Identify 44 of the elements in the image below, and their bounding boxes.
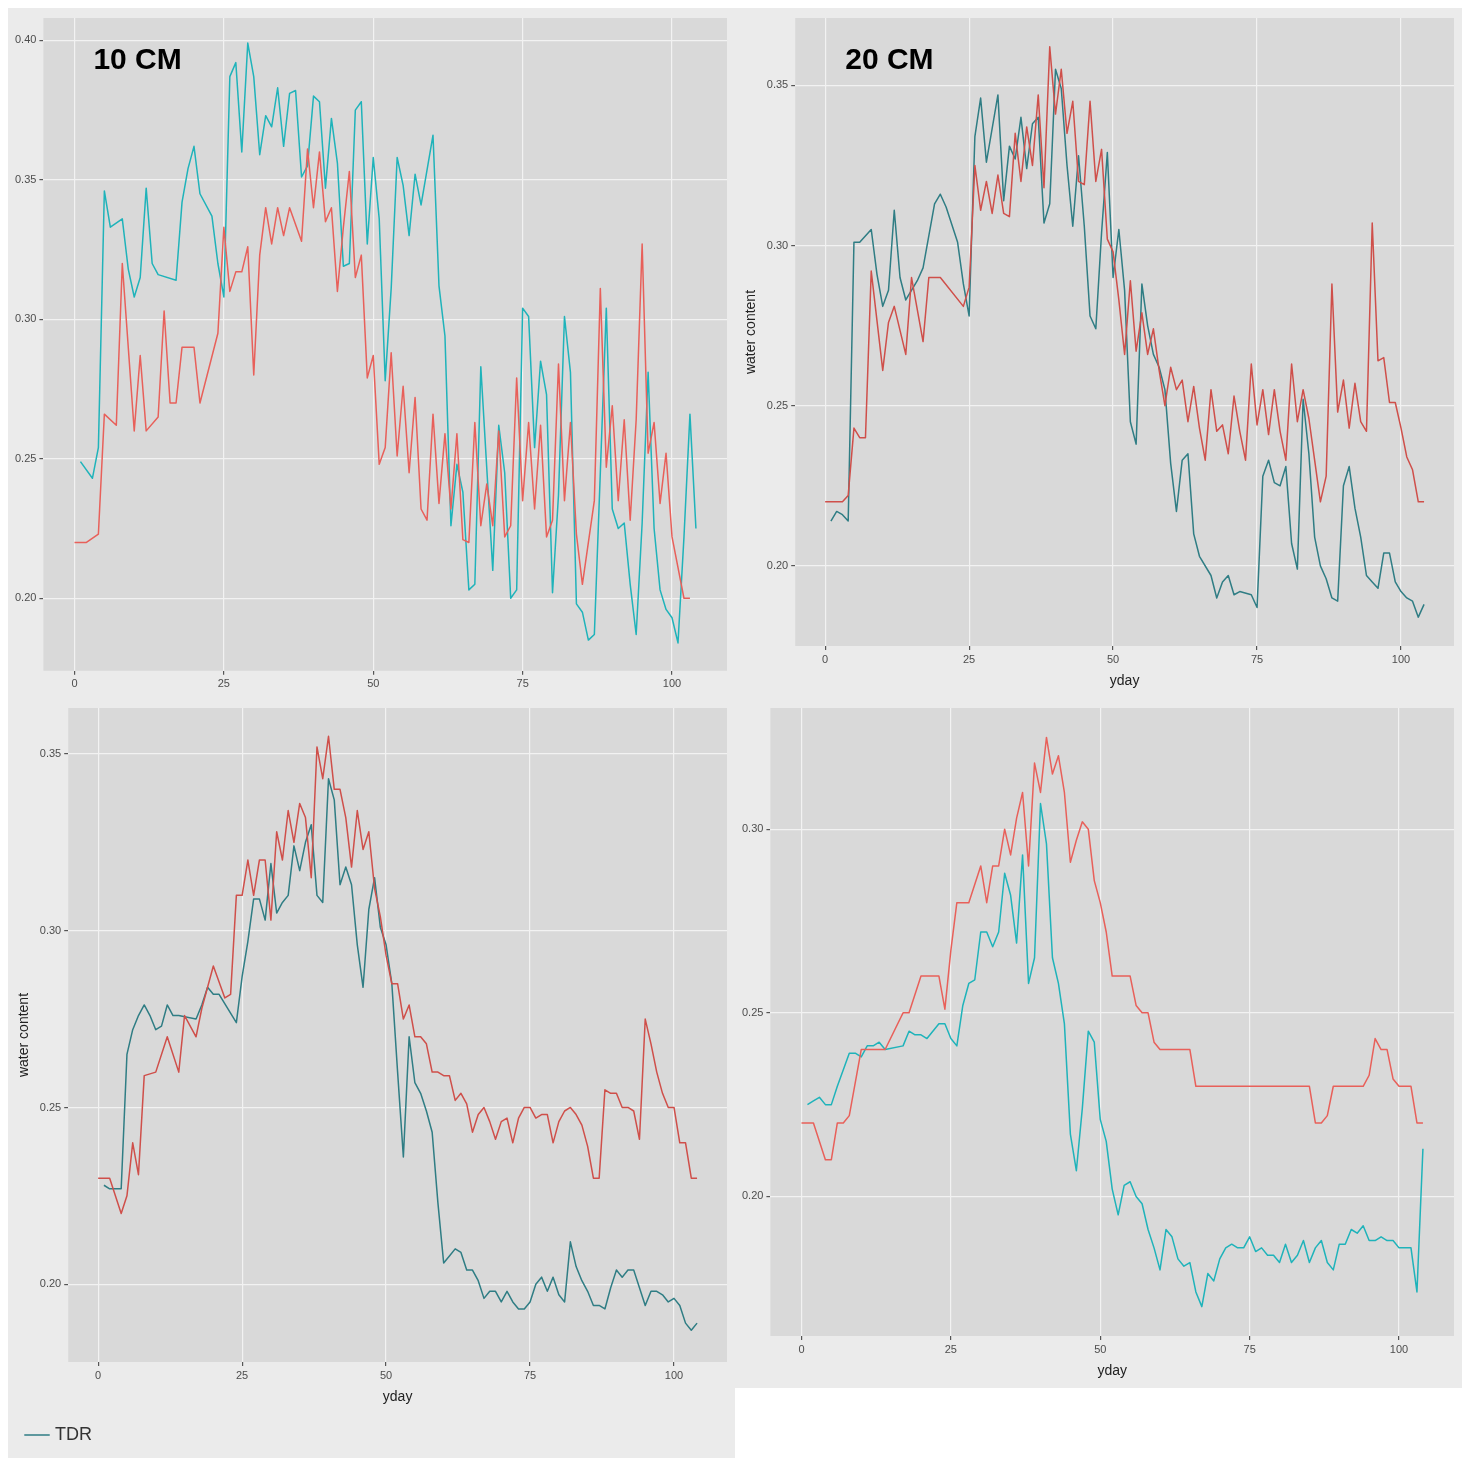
y-axis-title: water content (742, 289, 759, 376)
x-tick-label: 50 (379, 1368, 393, 1381)
y-tick-label: 0.20 (39, 1277, 62, 1290)
x-tick-label: 75 (523, 1368, 537, 1381)
y-tick-label: 0.35 (14, 172, 37, 185)
y-tick-label: 0.25 (741, 1005, 764, 1018)
y-tick-label: 0.20 (14, 591, 37, 604)
y-tick-label: 0.25 (39, 1100, 62, 1113)
x-tick-label: 25 (944, 1342, 957, 1355)
x-tick-label: 0 (798, 1342, 805, 1355)
x-tick-label: 25 (963, 652, 976, 665)
y-tick-label: 0.35 (766, 78, 789, 91)
x-tick-label: 100 (1391, 652, 1411, 665)
x-tick-label: 25 (217, 677, 230, 690)
x-tick-label: 25 (236, 1368, 249, 1381)
y-tick-label: 0.30 (766, 238, 789, 251)
x-tick-label: 50 (1094, 1342, 1107, 1355)
x-tick-label: 75 (1250, 652, 1264, 665)
y-tick-label: 0.35 (39, 746, 62, 759)
x-axis-title: yday (1109, 672, 1140, 689)
x-tick-label: 50 (367, 677, 380, 690)
legend-label: TDR (55, 1423, 92, 1444)
text: 10 CM (93, 42, 182, 76)
x-tick-label: 75 (516, 677, 529, 690)
y-axis-title: water content (15, 992, 32, 1079)
y-tick-label: 0.20 (766, 558, 789, 571)
y-tick-label: 0.25 (766, 398, 789, 411)
x-tick-label: 100 (1389, 1342, 1409, 1355)
x-tick-label: 100 (664, 1368, 684, 1381)
text: 20 CM (845, 42, 934, 76)
x-tick-label: 0 (71, 677, 78, 690)
y-tick-label: 0.30 (39, 923, 62, 936)
x-tick-label: 0 (822, 652, 829, 665)
x-tick-label: 0 (95, 1368, 102, 1381)
x-axis-title: yday (382, 1388, 413, 1405)
x-tick-label: 50 (1106, 652, 1120, 665)
y-tick-label: 0.40 (14, 33, 37, 46)
x-tick-label: 75 (1243, 1342, 1256, 1355)
x-tick-label: 100 (662, 677, 682, 690)
y-tick-label: 0.25 (14, 451, 37, 464)
y-tick-label: 0.30 (741, 822, 764, 835)
y-tick-label: 0.30 (14, 312, 37, 325)
y-tick-label: 0.20 (741, 1189, 764, 1202)
x-axis-title: yday (1097, 1362, 1127, 1379)
